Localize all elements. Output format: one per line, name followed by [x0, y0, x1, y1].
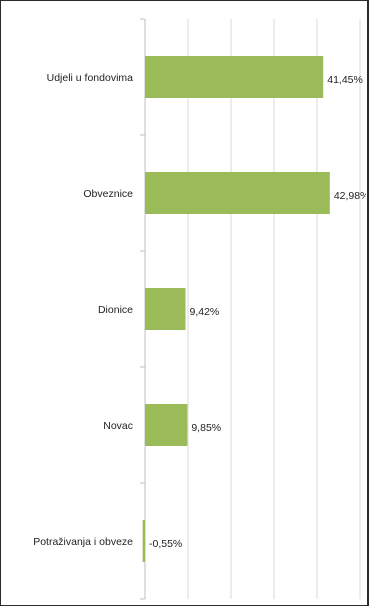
- bar-chart: Udjeli u fondovima 41,45% Obveznice 42,98% D…: [33, 18, 369, 600]
- data-label-4: -0,55%: [149, 538, 182, 550]
- bar-1: [145, 172, 330, 214]
- bar-4: [142, 520, 145, 562]
- bar-2: [145, 288, 186, 330]
- category-label-2: Dionice: [98, 304, 133, 316]
- bar-3: [145, 404, 188, 446]
- data-label-0: 41,45%: [327, 74, 363, 86]
- category-label-4: Potraživanja i obveze: [33, 536, 133, 548]
- bar-0: [145, 56, 324, 98]
- data-label-1: 42,98%: [334, 190, 366, 202]
- category-label-0: Udjeli u fondovima: [47, 72, 134, 84]
- data-label-2: 9,42%: [190, 306, 220, 318]
- category-label-1: Obveznice: [83, 188, 133, 200]
- category-label-3: Novac: [103, 420, 133, 432]
- data-label-3: 9,85%: [191, 422, 221, 434]
